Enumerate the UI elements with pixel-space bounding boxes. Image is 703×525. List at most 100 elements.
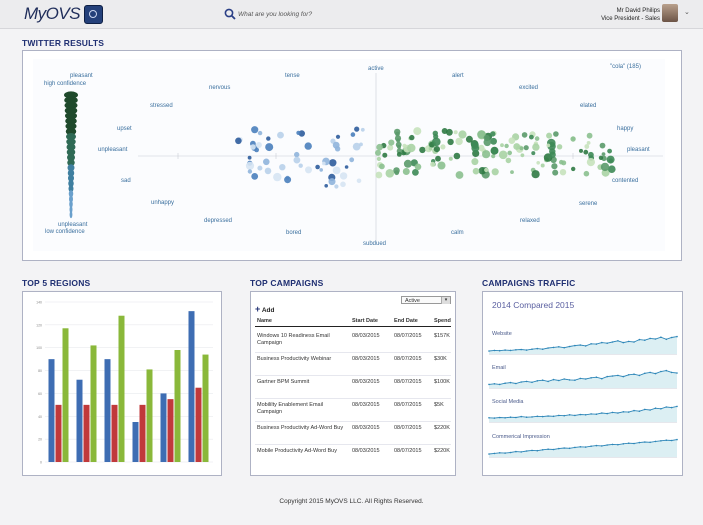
tweet-dot[interactable]	[376, 143, 383, 151]
tweet-dot[interactable]	[505, 157, 512, 164]
tweet-dot[interactable]	[498, 150, 508, 160]
tweet-dot[interactable]	[329, 159, 337, 167]
tweet-dot[interactable]	[478, 144, 485, 152]
tweet-dot[interactable]	[536, 161, 540, 165]
tweet-dot[interactable]	[529, 134, 534, 140]
tweet-dot[interactable]	[532, 143, 540, 151]
tweet-dot[interactable]	[350, 132, 356, 137]
tweet-dot[interactable]	[586, 158, 596, 167]
tweet-dot[interactable]	[440, 144, 446, 150]
bar[interactable]	[202, 354, 209, 462]
tweet-dot[interactable]	[607, 148, 612, 154]
search-icon[interactable]	[224, 8, 236, 20]
table-row[interactable]: Business Productivity Webinar 08/03/2015 0…	[255, 353, 451, 376]
tweet-dot[interactable]	[491, 147, 498, 155]
tweet-dot[interactable]	[523, 145, 529, 151]
traffic-chart[interactable]: Commerical Impression	[488, 434, 678, 458]
bar[interactable]	[118, 315, 125, 462]
tweet-dot[interactable]	[412, 169, 419, 176]
tweet-dot[interactable]	[586, 132, 593, 139]
tweet-dot[interactable]	[455, 171, 464, 179]
tweet-dot[interactable]	[235, 137, 242, 145]
tweet-dot[interactable]	[598, 155, 604, 160]
tweet-dot[interactable]	[397, 144, 401, 149]
tweet-dot[interactable]	[293, 156, 301, 164]
tweet-dot[interactable]	[396, 152, 402, 157]
tweet-dot[interactable]	[247, 155, 252, 160]
tweet-dot[interactable]	[584, 144, 590, 149]
tweet-dot[interactable]	[251, 173, 259, 180]
tweet-dot[interactable]	[344, 165, 349, 169]
table-row[interactable]: Mobililty Enablement Email Campaign 08/03…	[255, 399, 451, 422]
tweet-dot[interactable]	[491, 154, 496, 159]
tweet-dot[interactable]	[428, 146, 433, 151]
tweet-dot[interactable]	[534, 136, 540, 141]
tweet-dot[interactable]	[340, 181, 346, 188]
tweet-dot[interactable]	[379, 163, 385, 170]
tweet-dot[interactable]	[332, 141, 340, 149]
tweet-dot[interactable]	[388, 139, 395, 146]
bar[interactable]	[188, 311, 195, 462]
tweet-dot[interactable]	[579, 148, 583, 153]
tweet-dot[interactable]	[472, 167, 480, 175]
tweet-dot[interactable]	[335, 134, 341, 139]
tweet-dot[interactable]	[356, 178, 362, 184]
tweet-dot[interactable]	[458, 130, 467, 139]
column-header-end[interactable]: End Date	[394, 318, 418, 324]
tweet-dot[interactable]	[409, 134, 415, 141]
tweet-dot[interactable]	[359, 142, 363, 147]
tweet-dot[interactable]	[257, 165, 263, 171]
tweet-dot[interactable]	[553, 131, 559, 137]
tweet-dot[interactable]	[298, 163, 303, 168]
tweet-dot[interactable]	[328, 178, 336, 186]
add-campaign-button[interactable]: + Add	[255, 304, 274, 314]
bar[interactable]	[160, 393, 167, 462]
tweet-dot[interactable]	[571, 166, 576, 172]
tweet-dot[interactable]	[339, 172, 348, 180]
bar[interactable]	[90, 345, 97, 462]
tweet-dot[interactable]	[552, 169, 559, 176]
tweet-dot[interactable]	[279, 164, 286, 171]
tweet-dot[interactable]	[448, 156, 453, 161]
table-row[interactable]: Mobile Productivity Ad-Word Buy 08/03/201…	[255, 445, 451, 467]
campaign-name[interactable]: Mobililty Enablement Email Campaign	[257, 402, 324, 415]
bar[interactable]	[104, 359, 111, 462]
tweet-dot[interactable]	[332, 166, 341, 175]
tweet-dot[interactable]	[608, 158, 613, 163]
tweet-dot[interactable]	[435, 155, 441, 162]
tweet-dot[interactable]	[354, 126, 360, 132]
bar[interactable]	[62, 328, 69, 462]
tweet-dot[interactable]	[520, 153, 525, 158]
tweet-dot[interactable]	[453, 130, 458, 135]
tweet-dot[interactable]	[413, 127, 422, 136]
tweet-dot[interactable]	[490, 131, 496, 137]
tweet-dot[interactable]	[471, 144, 480, 153]
tweet-dot[interactable]	[513, 143, 521, 150]
tweet-dot[interactable]	[531, 151, 536, 156]
tweet-dot[interactable]	[437, 161, 446, 170]
tweet-dot[interactable]	[294, 151, 300, 158]
bar[interactable]	[111, 404, 118, 462]
tweet-dot[interactable]	[245, 161, 255, 170]
tweet-dot[interactable]	[352, 142, 361, 151]
bar[interactable]	[167, 399, 174, 462]
tweet-dot[interactable]	[490, 137, 497, 145]
campaign-name[interactable]: Windows 10 Readiness Email Campaign	[257, 333, 330, 346]
tweet-dot[interactable]	[433, 146, 440, 153]
column-header-name[interactable]: Name	[257, 318, 272, 324]
tweet-dot[interactable]	[305, 166, 312, 174]
tweet-dot[interactable]	[447, 138, 454, 146]
tweet-dot[interactable]	[586, 141, 591, 145]
tweet-dot[interactable]	[559, 169, 567, 176]
tweet-dot[interactable]	[407, 143, 416, 153]
bar[interactable]	[48, 359, 55, 462]
tweet-dot[interactable]	[375, 149, 381, 156]
tweet-dot[interactable]	[559, 159, 564, 165]
tweet-dot[interactable]	[507, 150, 512, 156]
tweet-dot[interactable]	[570, 136, 576, 142]
bar[interactable]	[174, 350, 181, 462]
tweet-dot[interactable]	[349, 157, 355, 163]
tweet-dot[interactable]	[601, 152, 606, 156]
tweet-dot[interactable]	[441, 128, 448, 134]
tweet-dot[interactable]	[265, 143, 274, 152]
